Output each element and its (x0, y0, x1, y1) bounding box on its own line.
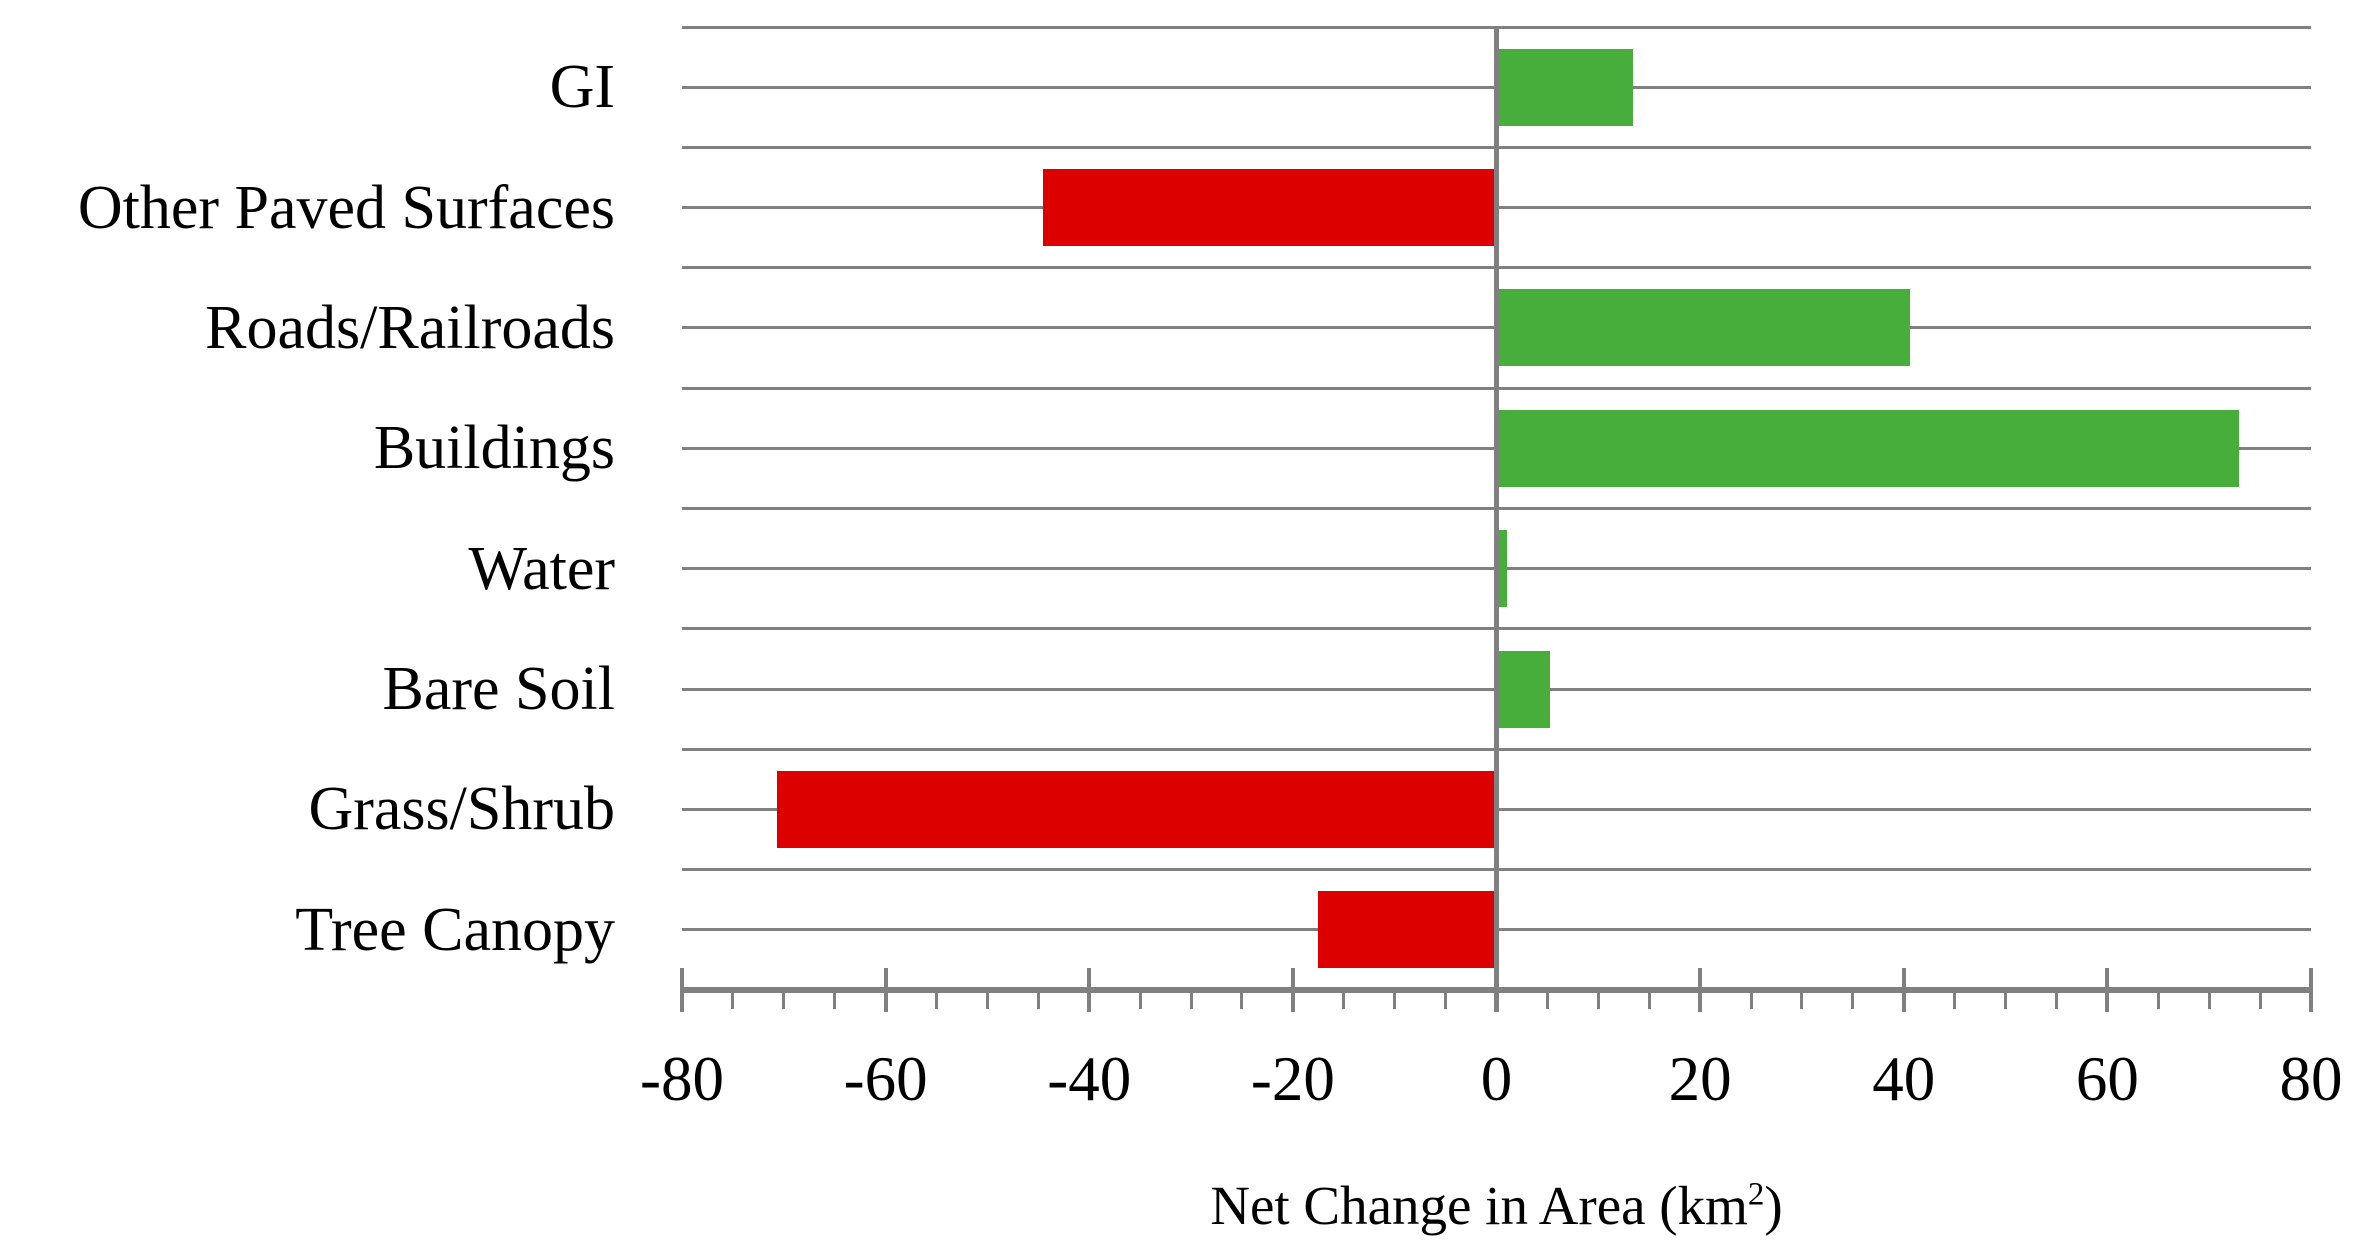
x-minor-tick (1036, 993, 1040, 1009)
x-major-tick (2309, 968, 2313, 1012)
x-minor-tick (2258, 993, 2262, 1009)
bar-buildings (1496, 409, 2239, 487)
zero-baseline (1494, 27, 1499, 1012)
x-minor-tick (1647, 993, 1651, 1009)
x-minor-tick (731, 993, 735, 1009)
x-major-tick (1698, 968, 1703, 1012)
category-label-water: Water (468, 534, 615, 603)
x-axis-title-close-paren: ) (1764, 1175, 1783, 1236)
x-minor-tick (1240, 993, 1244, 1009)
x-major-tick (883, 968, 888, 1012)
x-axis-title-superscript: 2 (1747, 1176, 1765, 1213)
category-label-bare-soil: Bare Soil (382, 655, 615, 724)
x-minor-tick (1749, 993, 1753, 1009)
x-axis-title: Net Change in Area (km2) (682, 1168, 2311, 1244)
category-axis-labels: GI Other Paved Surfaces Roads/Railroads Bui… (0, 0, 615, 1040)
x-minor-tick (2004, 993, 2008, 1009)
x-tick-label: -20 (1250, 1044, 1335, 1114)
x-tick-label: 40 (1872, 1044, 1936, 1114)
x-major-tick (680, 968, 684, 1012)
bar-grass-shrub (776, 770, 1497, 848)
x-major-tick (1290, 968, 1295, 1012)
x-tick-label: 20 (1668, 1044, 1732, 1114)
category-label-grass-shrub: Grass/Shrub (308, 775, 615, 844)
category-label-tree-canopy: Tree Canopy (295, 895, 615, 964)
x-minor-tick (1953, 993, 1957, 1009)
x-tick-label: 60 (2075, 1044, 2139, 1114)
x-minor-tick (2054, 993, 2058, 1009)
x-axis-title-text: Net Change in Area (km (1210, 1175, 1748, 1236)
x-tick-label: 0 (1480, 1044, 1513, 1114)
x-minor-tick (1138, 993, 1142, 1009)
x-minor-tick (1444, 993, 1448, 1009)
bar-roads-railroads (1496, 289, 1910, 367)
bar-gi (1496, 48, 1633, 126)
x-major-tick (1901, 968, 1906, 1012)
x-tick-label: -40 (1047, 1044, 1132, 1114)
x-minor-tick (935, 993, 939, 1009)
x-minor-tick (2207, 993, 2211, 1009)
x-major-tick (2105, 968, 2110, 1012)
x-minor-tick (782, 993, 786, 1009)
x-tick-label: -60 (843, 1044, 928, 1114)
x-minor-tick (1800, 993, 1804, 1009)
x-minor-tick (1851, 993, 1855, 1009)
bar-bare-soil (1496, 650, 1551, 728)
x-minor-tick (2156, 993, 2160, 1009)
x-minor-tick (1342, 993, 1346, 1009)
category-label-other-paved-surfaces: Other Paved Surfaces (77, 173, 615, 242)
category-label-roads-railroads: Roads/Railroads (205, 293, 615, 362)
category-label-buildings: Buildings (373, 414, 615, 483)
x-minor-tick (985, 993, 989, 1009)
x-minor-tick (1545, 993, 1549, 1009)
x-minor-tick (1393, 993, 1397, 1009)
x-tick-label: -80 (640, 1044, 724, 1114)
x-tick-label: 80 (2279, 1044, 2343, 1114)
bar-other-paved-surfaces (1043, 169, 1497, 247)
bar-water (1496, 530, 1507, 608)
x-minor-tick (833, 993, 837, 1009)
category-label-gi: GI (549, 53, 615, 122)
x-minor-tick (1596, 993, 1600, 1009)
x-major-tick (1087, 968, 1092, 1012)
x-minor-tick (1189, 993, 1193, 1009)
bar-tree-canopy (1318, 891, 1497, 969)
